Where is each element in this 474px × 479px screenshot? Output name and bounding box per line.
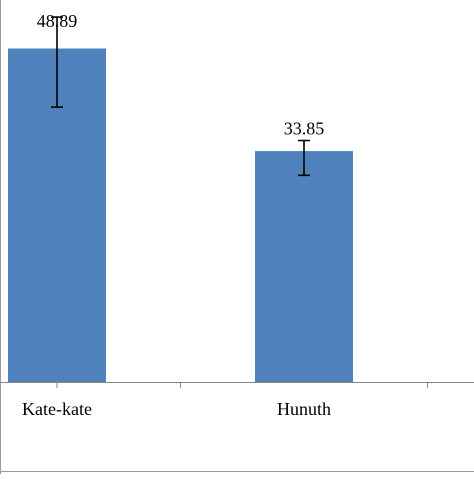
data-label: 33.85	[284, 119, 325, 139]
bars-group	[8, 48, 353, 382]
bar-hunuth	[255, 151, 353, 382]
x-tick-label: Kate-kate	[22, 399, 92, 419]
x-axis	[0, 382, 474, 388]
x-tick-labels-group: Kate-kate Hunuth	[22, 399, 331, 419]
data-labels-group: 48.89 33.85	[37, 11, 325, 138]
error-bars-group	[51, 16, 310, 177]
x-tick-label: Hunuth	[277, 399, 331, 419]
data-label: 48.89	[37, 11, 78, 31]
